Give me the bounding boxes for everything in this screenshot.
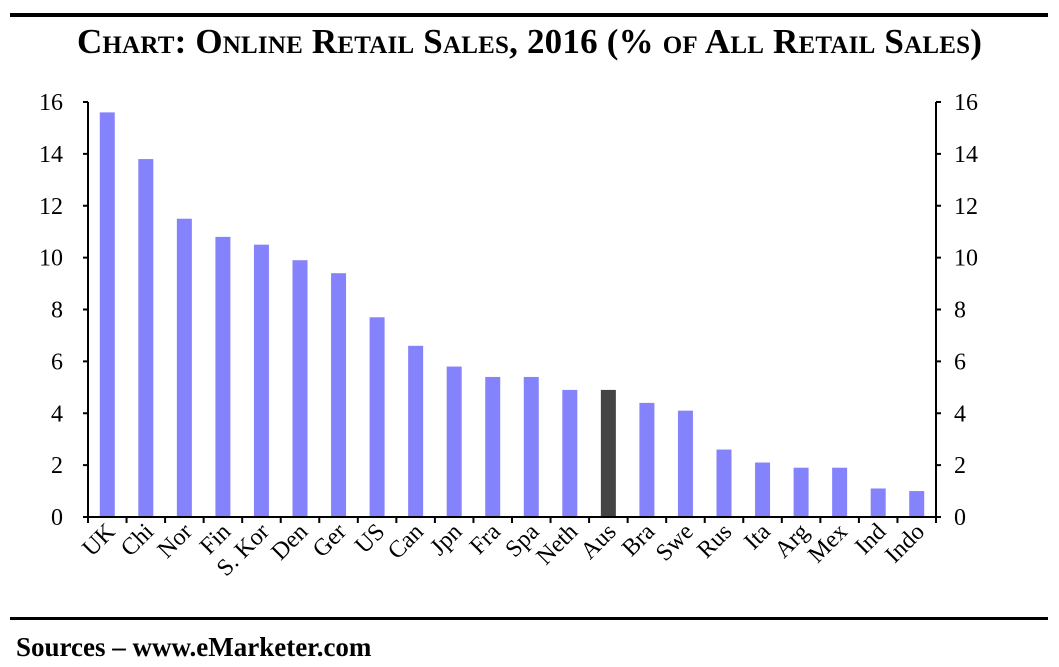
y-tick-label-right: 12 — [954, 194, 978, 220]
bar-ind — [870, 488, 886, 517]
top-rule — [10, 13, 1048, 17]
x-tick-label: Nor — [153, 519, 198, 564]
bar-bra — [639, 402, 655, 518]
x-tick-label: UK — [78, 518, 121, 561]
x-tick-label: Fra — [465, 519, 506, 560]
y-tick-label-left: 14 — [39, 142, 63, 168]
x-tick-label: Aus — [576, 519, 622, 565]
bar-uk — [99, 112, 115, 518]
bar-jpn — [446, 366, 462, 517]
x-tick-label: Ita — [740, 519, 777, 556]
bar-ita — [755, 462, 771, 517]
bar-indo — [909, 491, 925, 517]
x-tick-label: Jpn — [425, 519, 467, 561]
y-tick-label-right: 10 — [954, 246, 978, 272]
bar-mex — [832, 467, 848, 517]
x-tick-label: Arg — [770, 519, 814, 563]
bar-can — [408, 345, 424, 517]
bar-den — [292, 260, 308, 517]
x-tick-label: Rus — [692, 519, 737, 564]
bar-neth — [562, 389, 578, 517]
y-tick-label-left: 8 — [51, 298, 63, 324]
bar-us — [369, 317, 385, 517]
bar-spa — [523, 376, 539, 517]
y-tick-label-right: 8 — [954, 298, 966, 324]
x-tick-label: Mex — [803, 519, 852, 568]
bar-aus — [600, 389, 616, 517]
chart-title: Chart: Online Retail Sales, 2016 (% of A… — [76, 22, 983, 61]
y-tick-label-right: 2 — [954, 453, 966, 479]
bottom-rule — [10, 617, 1048, 620]
y-tick-label-right: 4 — [954, 401, 966, 427]
y-tick-label-right: 14 — [954, 142, 978, 168]
y-tick-label-left: 0 — [51, 505, 63, 531]
bar-fra — [485, 376, 501, 517]
y-tick-label-left: 10 — [39, 246, 63, 272]
bar-rus — [716, 449, 732, 517]
x-tick-label: Ger — [308, 519, 352, 563]
y-tick-label-left: 12 — [39, 194, 63, 220]
x-tick-label: Can — [383, 519, 429, 565]
bar-ger — [331, 273, 347, 517]
bar-chi — [138, 159, 154, 517]
x-tick-label: Den — [267, 519, 314, 566]
y-tick-label-right: 6 — [954, 349, 966, 375]
y-tick-label-right: 0 — [954, 505, 966, 531]
bar-swe — [677, 410, 693, 517]
source-note: Sources – www.eMarketer.com — [16, 632, 372, 662]
y-tick-label-left: 6 — [51, 349, 63, 375]
x-tick-label: Neth — [532, 519, 583, 570]
bar-arg — [793, 467, 809, 517]
bar-fin — [215, 236, 231, 518]
x-tick-label: US — [350, 519, 390, 559]
x-tick-label: Chi — [116, 519, 159, 562]
y-tick-label-left: 4 — [51, 401, 63, 427]
bar-s-kor — [253, 244, 269, 517]
x-tick-label: Indo — [880, 519, 929, 568]
y-tick-label-right: 16 — [954, 90, 978, 116]
y-tick-label-left: 16 — [39, 90, 63, 116]
x-tick-label: Swe — [651, 519, 699, 567]
x-tick-label: Bra — [617, 519, 660, 562]
y-tick-label-left: 2 — [51, 453, 63, 479]
bar-nor — [176, 218, 192, 517]
